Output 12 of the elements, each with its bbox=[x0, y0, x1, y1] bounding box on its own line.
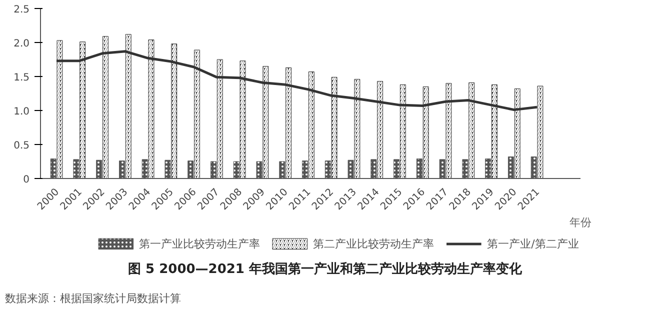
text: 图 5 2000—2021 年我国第一产业和第二产业比较劳动生产率变化 bbox=[128, 261, 522, 279]
y-tick-label: 0 bbox=[23, 174, 30, 186]
source-note: 数据来源：根据国家统计局数据计算 bbox=[5, 291, 181, 307]
legend-label: 第一产业比较劳动生产率 bbox=[139, 238, 260, 251]
y-tick-label: 1.5 bbox=[14, 72, 30, 84]
y-tick-label: 1.0 bbox=[14, 106, 30, 118]
y-tick-label: 2.0 bbox=[14, 38, 30, 50]
x-axis-title: 年份 bbox=[570, 216, 592, 230]
y-tick-label: 0.5 bbox=[14, 140, 30, 152]
legend-label: 第一产业/第二产业 bbox=[487, 238, 579, 251]
legend-label: 第二产业比较劳动生产率 bbox=[313, 238, 434, 251]
y-tick-label: 2.5 bbox=[14, 4, 30, 16]
